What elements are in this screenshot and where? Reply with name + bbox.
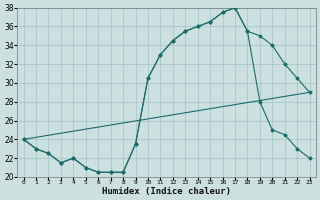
X-axis label: Humidex (Indice chaleur): Humidex (Indice chaleur)	[102, 187, 231, 196]
